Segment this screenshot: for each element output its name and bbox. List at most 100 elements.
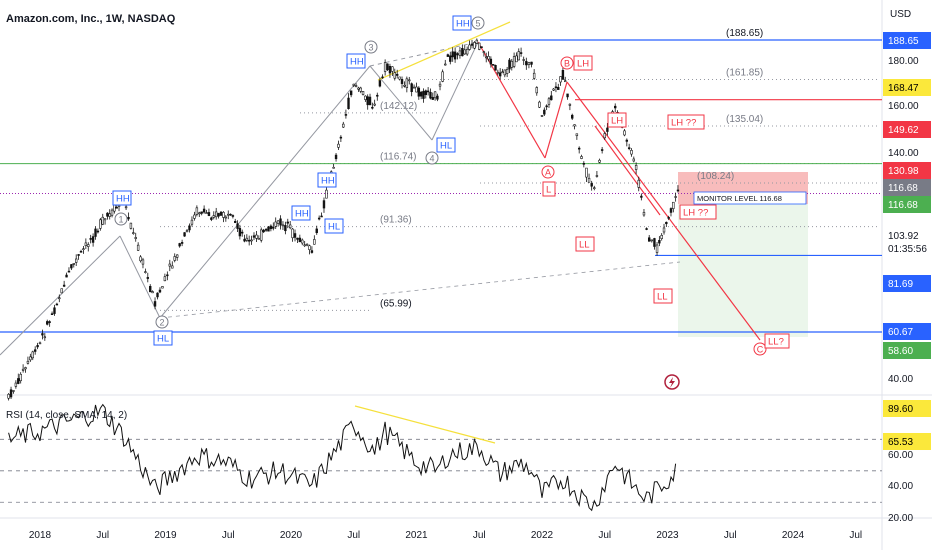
candle-body: [193, 214, 196, 219]
candle-body: [202, 208, 206, 213]
candle-body: [236, 223, 239, 229]
candle-body: [344, 114, 348, 116]
currency-label: USD: [890, 9, 911, 20]
candle-body: [373, 103, 376, 106]
candle-body: [274, 221, 277, 227]
candle-body: [433, 91, 437, 99]
candle-body: [545, 105, 548, 108]
label-lh-2022-box: [607, 112, 627, 128]
bar-countdown: 01:35:56: [888, 244, 927, 255]
wave-a: A: [545, 168, 551, 178]
candle-body: [550, 95, 553, 101]
candle-body: [257, 238, 261, 240]
candle-body: [173, 256, 176, 261]
time-tick: Jul: [222, 530, 235, 541]
candle-body: [600, 149, 604, 151]
candle-body: [441, 71, 444, 82]
candle-body: [475, 39, 479, 44]
candle-body: [386, 63, 389, 71]
candle-body: [342, 123, 345, 128]
candle-body: [301, 239, 304, 244]
candle-body: [538, 101, 541, 108]
candle-body: [473, 42, 476, 49]
candle-body: [144, 271, 147, 273]
candle-body: [168, 263, 172, 267]
wave-b-circle: [560, 56, 574, 70]
time-tick: 2018: [29, 530, 52, 541]
candle-body: [31, 351, 34, 359]
candle-body: [485, 56, 488, 59]
candle-body: [614, 105, 617, 109]
candle-body: [554, 86, 558, 89]
label-lh-q-box: [667, 114, 705, 130]
candle-body: [489, 58, 493, 65]
candle-body: [320, 215, 323, 218]
candle-body: [398, 76, 401, 80]
candle-body: [623, 130, 626, 136]
wave-2-circle: [155, 315, 169, 329]
candle-body: [487, 56, 490, 60]
candle-body: [65, 274, 68, 278]
candle-body: [653, 238, 656, 247]
candle-body: [207, 212, 211, 216]
candle-body: [525, 61, 528, 66]
candle-body: [522, 59, 525, 61]
candle-body: [77, 254, 80, 256]
rsi-line: [8, 403, 677, 512]
candle-body: [510, 60, 513, 68]
candle-body: [60, 288, 63, 294]
label-lh-b: LH: [577, 59, 589, 70]
price-badge: [883, 32, 931, 49]
candle-body: [180, 242, 184, 244]
candle-body: [463, 49, 466, 55]
candle-body: [637, 179, 640, 188]
candle-body: [229, 213, 232, 216]
price-badge-label: 58.60: [888, 346, 913, 357]
candle-body: [185, 230, 189, 233]
candle-body: [17, 378, 20, 384]
price-badge-label: 81.69: [888, 279, 913, 290]
candle-body: [26, 360, 30, 364]
candle-body: [183, 232, 186, 237]
candle-body: [262, 229, 265, 233]
candle-body: [129, 222, 133, 229]
candle-body: [468, 44, 471, 50]
candle-body: [354, 85, 358, 87]
price-badge: [883, 179, 931, 196]
candle-body: [29, 356, 32, 361]
candle-body: [627, 147, 631, 149]
candle-body: [53, 307, 56, 314]
wave-5-circle: [471, 16, 485, 30]
candle-body: [48, 321, 51, 323]
candle-body: [361, 91, 365, 95]
candle-body: [243, 238, 246, 242]
candle-body: [163, 276, 167, 282]
rsi-tick-60: 60.00: [888, 450, 913, 461]
candle-body: [598, 159, 601, 163]
candle-body: [405, 78, 409, 88]
candle-body: [332, 166, 335, 169]
candle-body: [334, 154, 338, 160]
rsi-tick-20: 20.00: [888, 513, 913, 524]
time-tick: 2021: [405, 530, 428, 541]
candle-body: [349, 90, 353, 96]
candle-body: [96, 230, 100, 233]
fib-level-label: (65.99): [380, 298, 412, 309]
candle-body: [410, 83, 413, 93]
candle-body: [393, 72, 396, 79]
wave-4: 4: [429, 154, 434, 164]
candle-body: [453, 51, 457, 60]
candle-body: [662, 227, 666, 233]
candle-body: [212, 215, 215, 218]
candle-body: [449, 55, 452, 62]
target-zone: [678, 204, 808, 337]
wave-line: [119, 235, 161, 319]
candle-body: [669, 208, 673, 213]
time-tick: 2023: [656, 530, 679, 541]
candle-body: [501, 71, 504, 74]
candle-body: [132, 232, 135, 234]
label-lh-2022: LH: [611, 116, 623, 127]
candle-body: [269, 225, 273, 230]
candle-body: [325, 189, 328, 199]
